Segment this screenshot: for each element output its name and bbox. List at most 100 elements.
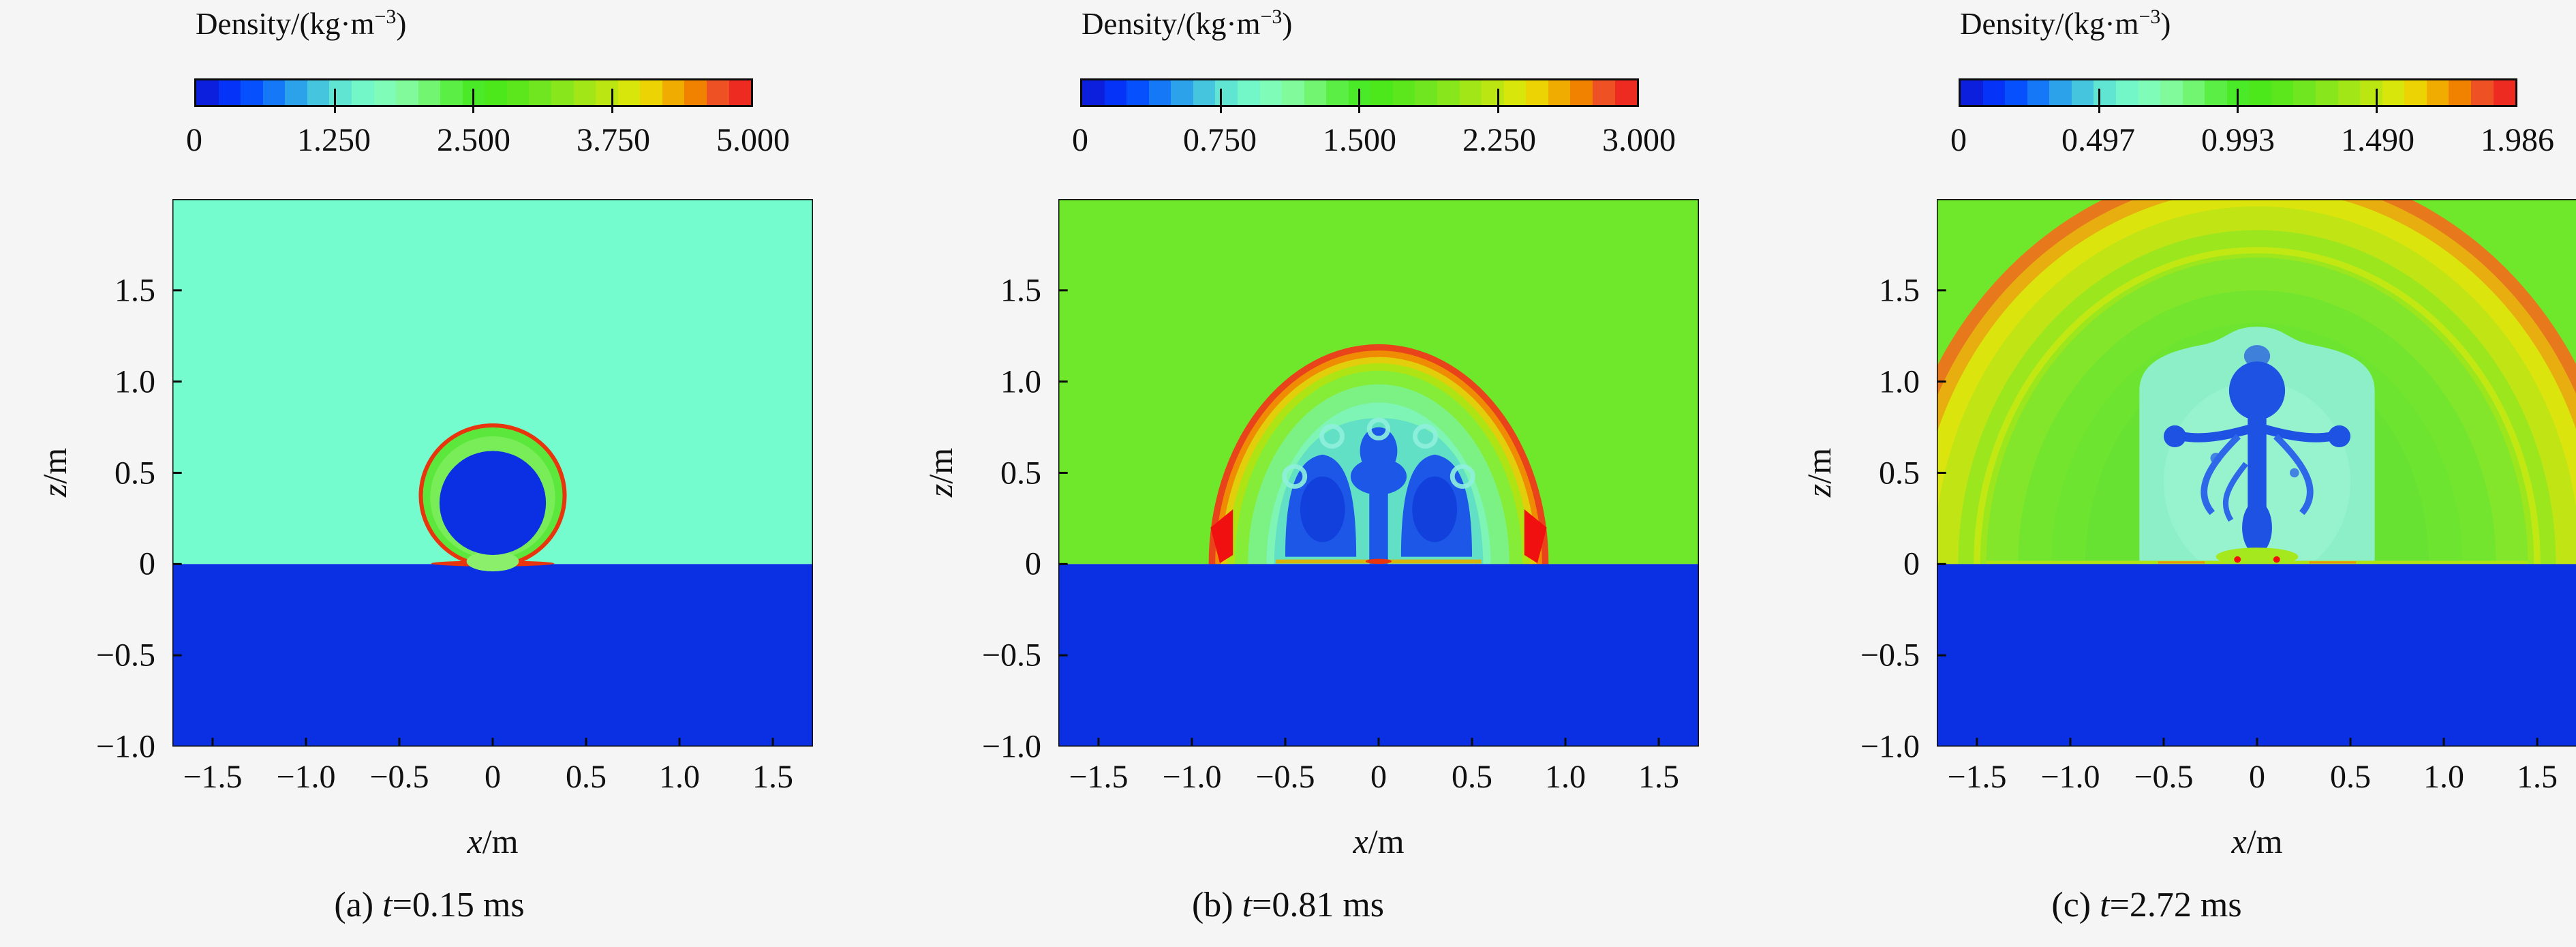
colorbar-tick-label: 1.250 [297, 122, 371, 158]
colorbar-step [617, 80, 641, 105]
base-hotspot [1365, 558, 1392, 565]
colorbar-tick-label: 0 [1072, 122, 1088, 158]
colorbar-step [2160, 80, 2183, 105]
colorbar-step [596, 80, 618, 105]
colorbar-step [1259, 80, 1283, 105]
colorbar-step [373, 80, 397, 105]
colorbar-tick-label: 3.000 [1602, 122, 1676, 158]
colorbar [1959, 78, 2517, 113]
colorbar-step [196, 80, 219, 105]
colorbar-step [1237, 80, 1260, 105]
x-tick-label: 0 [1370, 759, 1387, 795]
vortex-mushroom [2163, 345, 2351, 554]
colorbar-title: Density/(kg·m−3) [1082, 5, 1293, 41]
colorbar-step [2071, 80, 2094, 105]
colorbar-tick-label: 2.250 [1462, 122, 1536, 158]
colorbar-step [1282, 80, 1304, 105]
z-tick-label: 1.0 [1000, 363, 1041, 400]
colorbar-step [662, 80, 685, 105]
z-tick-label: −1.0 [1860, 728, 1920, 765]
colorbar-step [1104, 80, 1127, 105]
x-tick-label: 0.5 [2330, 759, 2371, 795]
z-tick-label: −0.5 [1860, 637, 1920, 674]
colorbar-step [1503, 80, 1527, 105]
colorbar-step [241, 80, 263, 105]
colorbar-tick [333, 89, 336, 113]
colorbar-step [2205, 80, 2227, 105]
colorbar-tick-label: 1.986 [2481, 122, 2554, 158]
debris-dot [2289, 468, 2299, 478]
colorbar-step [573, 80, 596, 105]
colorbar-step [1982, 80, 2006, 105]
colorbar-step [529, 80, 551, 105]
colorbar-step [2049, 80, 2072, 105]
center-goblet [1350, 458, 1407, 495]
water-field [172, 564, 813, 747]
colorbar-step [2027, 80, 2050, 105]
x-axis-label: x/m [467, 822, 519, 860]
colorbar-step [2337, 80, 2361, 105]
colorbar-step [2470, 80, 2494, 105]
colorbar-step [1614, 80, 1638, 105]
mach-jet-right [1524, 509, 1547, 563]
x-tick-label: −0.5 [2134, 759, 2194, 795]
colorbar-tick [1219, 89, 1222, 113]
colorbar-step [1370, 80, 1393, 105]
colorbar-step [218, 80, 241, 105]
x-axis-label: x/m [1353, 822, 1405, 860]
z-tick-label: −1.0 [981, 728, 1041, 765]
colorbar-step [1392, 80, 1415, 105]
colorbar-step [2138, 80, 2161, 105]
colorbar-tick [1497, 89, 1499, 113]
ground-pad [2215, 547, 2299, 567]
colorbar [1080, 78, 1639, 113]
blast-dome [1208, 344, 1549, 565]
mushroom-top-dot [2243, 345, 2271, 367]
colorbar-step [2115, 80, 2138, 105]
mushroom-head [2228, 361, 2286, 420]
x-tick-label: 1.0 [1545, 759, 1586, 795]
blast-dome [1937, 199, 2576, 583]
colorbar-tick-label: 0.993 [2201, 122, 2275, 158]
x-tick-label: 1.5 [1638, 759, 1679, 795]
colorbar-gradient [1082, 80, 1638, 105]
x-tick-label: −1.5 [1069, 759, 1129, 795]
colorbar-step [2094, 80, 2116, 105]
z-axis-label: z/m [1800, 447, 1838, 498]
axis-ticks [172, 290, 773, 747]
colorbar-step [1415, 80, 1437, 105]
colorbar-step [1082, 80, 1105, 105]
colorbar [194, 78, 753, 113]
colorbar-step [551, 80, 574, 105]
lobe-core-right [1412, 476, 1458, 543]
panel-caption: (c) t=2.72 ms [2051, 886, 2242, 925]
x-tick-label: −1.0 [2040, 759, 2100, 795]
colorbar-title: Density/(kg·m−3) [1960, 5, 2171, 41]
colorbar-tick-label: 0 [186, 122, 202, 158]
colorbar-step [396, 80, 418, 105]
colorbar-step [706, 80, 729, 105]
colorbar-step [729, 80, 752, 105]
colorbar-step [2249, 80, 2271, 105]
colorbar-tick-label: 0 [1950, 122, 1967, 158]
colorbar-step [485, 80, 507, 105]
swirl-left [2201, 434, 2241, 515]
colorbar-step [2426, 80, 2449, 105]
z-tick-label: 1.5 [114, 272, 155, 309]
colorbar-step [2404, 80, 2427, 105]
colorbar-step [1437, 80, 1460, 105]
ground-orange-left [2158, 561, 2205, 564]
colorbar-tick [2237, 89, 2239, 113]
z-tick-label: −0.5 [95, 637, 155, 674]
colorbar-step [1215, 80, 1238, 105]
center-head [1360, 427, 1398, 475]
x-tick-label: −1.5 [183, 759, 243, 795]
colorbar-tick-label: 1.500 [1323, 122, 1396, 158]
ground-hotspot-right [2273, 556, 2280, 563]
x-tick-label: −1.5 [1947, 759, 2007, 795]
colorbar-step [329, 80, 352, 105]
colorbar-step [418, 80, 441, 105]
z-tick-label: 0 [139, 545, 155, 582]
colorbar-step [1171, 80, 1193, 105]
colorbar-tick [611, 89, 613, 113]
